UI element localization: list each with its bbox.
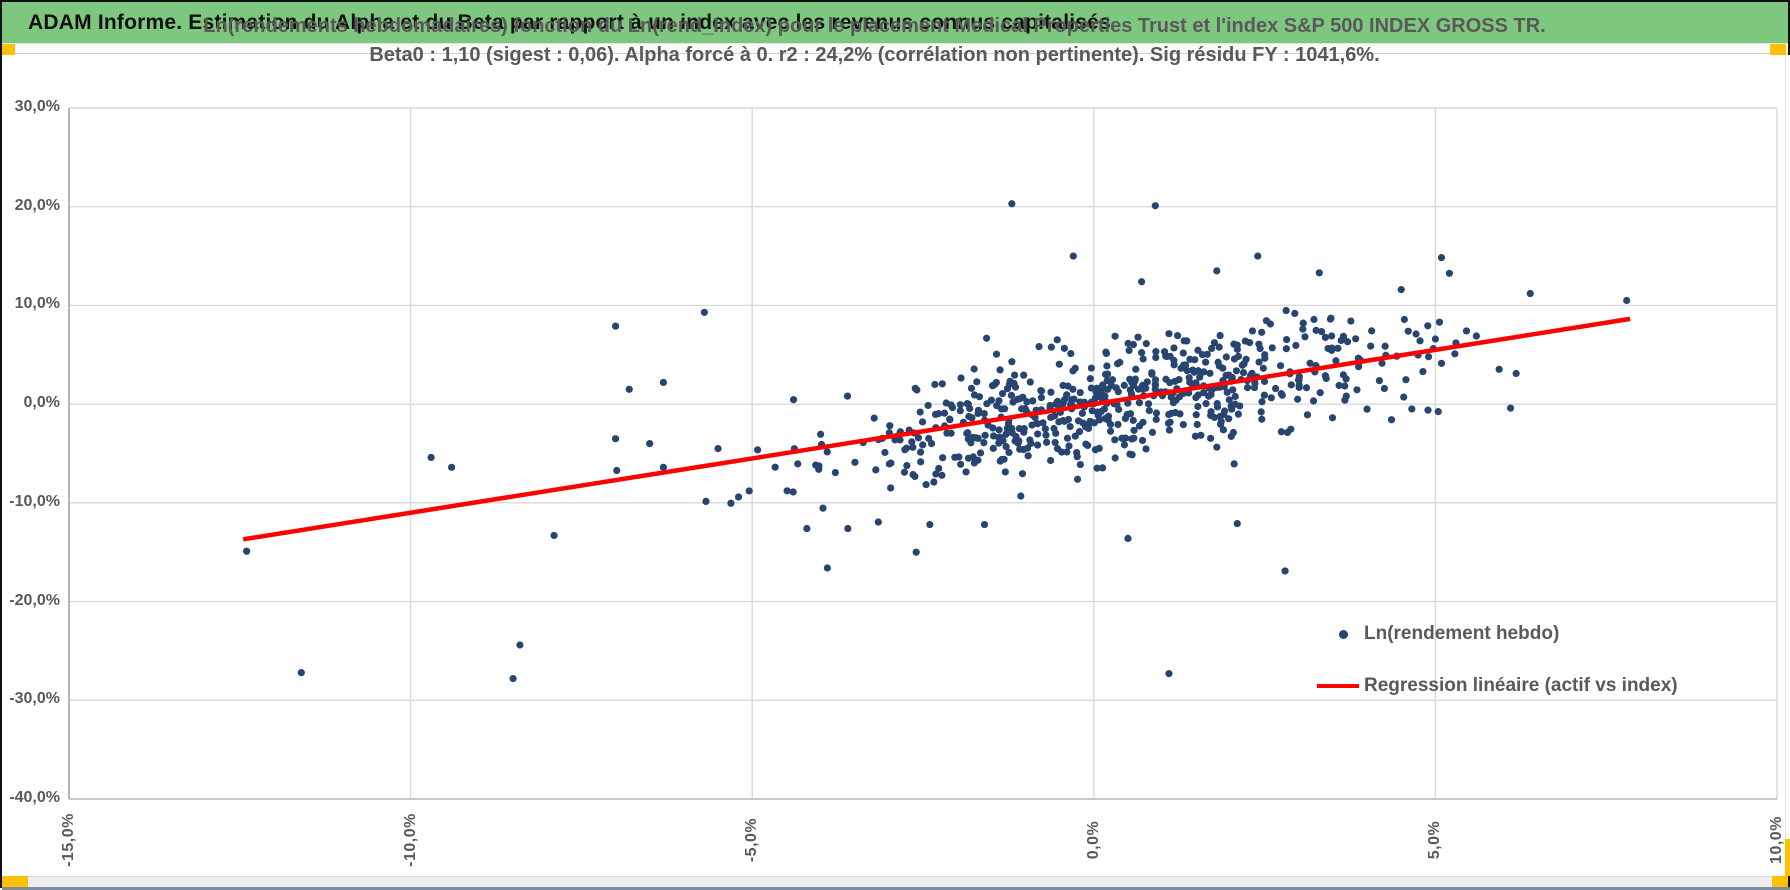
chart-title-line1: Ln(rendements hebdomadaires) fonction du… <box>203 15 1546 37</box>
corner-marker-bottom-left[interactable] <box>2 876 28 888</box>
right-scroll-handle[interactable] <box>1785 839 1790 876</box>
window-title: ADAM Informe. Estimation du Alpha et du … <box>28 10 1111 34</box>
corner-marker-bottom-right[interactable] <box>1772 876 1788 888</box>
y-tick-label: 30,0% <box>14 98 60 115</box>
legend-item-points[interactable]: Ln(rendement hebdo) <box>1317 619 1678 649</box>
right-scroll-strip[interactable] <box>1785 55 1790 876</box>
bottom-scrollbar[interactable] <box>2 876 1785 888</box>
corner-marker-top-left[interactable] <box>2 44 15 55</box>
chart-title: Ln(rendements hebdomadaires) fonction du… <box>42 12 1707 70</box>
y-tick-label: -40,0% <box>9 789 60 806</box>
legend-label-regression: Regression linéaire (actif vs index) <box>1364 675 1678 696</box>
legend-label-points: Ln(rendement hebdo) <box>1364 623 1560 644</box>
y-tick-label: -20,0% <box>9 591 60 609</box>
corner-marker-top-right[interactable] <box>1770 44 1786 55</box>
y-tick-label: 10,0% <box>14 295 60 313</box>
y-tick-label: -30,0% <box>9 690 60 708</box>
regression-line-marker-icon <box>1317 684 1359 688</box>
y-tick-label: 20,0% <box>14 196 60 214</box>
title-bar: ADAM Informe. Estimation du Alpha et du … <box>2 2 1788 43</box>
y-tick-label: -10,0% <box>9 492 60 510</box>
top-divider-strip <box>2 43 1788 54</box>
legend-item-regression[interactable]: Regression linéaire (actif vs index) <box>1317 671 1678 701</box>
y-tick-label: 0,0% <box>23 394 60 412</box>
scatter-series-marker-icon <box>1339 629 1348 639</box>
chart-legend: Ln(rendement hebdo) Regression linéaire … <box>1317 619 1678 723</box>
chart-title-line2: Beta0 : 1,10 (sigest : 0,06). Alpha forc… <box>369 44 1380 66</box>
